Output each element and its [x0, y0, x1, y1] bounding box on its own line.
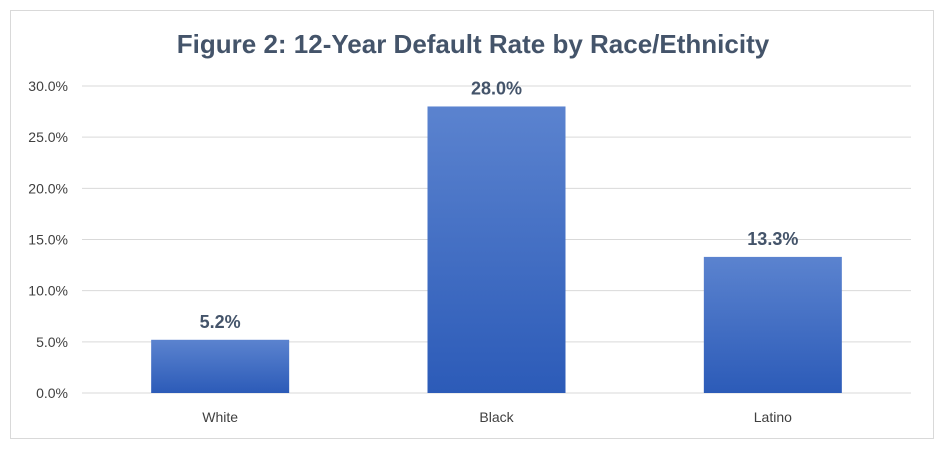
data-labels: 5.2% 28.0% 13.3%	[200, 78, 799, 331]
y-tick-label: 25.0%	[28, 129, 68, 145]
y-tick-label: 5.0%	[36, 334, 68, 350]
y-tick-label: 20.0%	[28, 180, 68, 196]
chart-title: Figure 2: 12-Year Default Rate by Race/E…	[177, 29, 770, 59]
bar-black	[427, 106, 566, 393]
bar-latino	[703, 256, 842, 393]
y-tick-label: 10.0%	[28, 283, 68, 299]
bars	[151, 106, 842, 393]
x-tick-label-latino: Latino	[754, 409, 792, 425]
data-label-black: 28.0%	[471, 78, 522, 98]
bar-white	[151, 339, 290, 393]
data-label-white: 5.2%	[200, 312, 241, 332]
y-tick-label: 0.0%	[36, 385, 68, 401]
data-label-latino: 13.3%	[747, 229, 798, 249]
y-tick-label: 15.0%	[28, 232, 68, 248]
x-axis-ticks: White Black Latino	[202, 409, 792, 425]
y-axis-ticks: 0.0% 5.0% 10.0% 15.0% 20.0% 25.0% 30.0%	[28, 78, 68, 401]
x-tick-label-black: Black	[479, 409, 514, 425]
y-tick-label: 30.0%	[28, 78, 68, 94]
x-tick-label-white: White	[202, 409, 238, 425]
